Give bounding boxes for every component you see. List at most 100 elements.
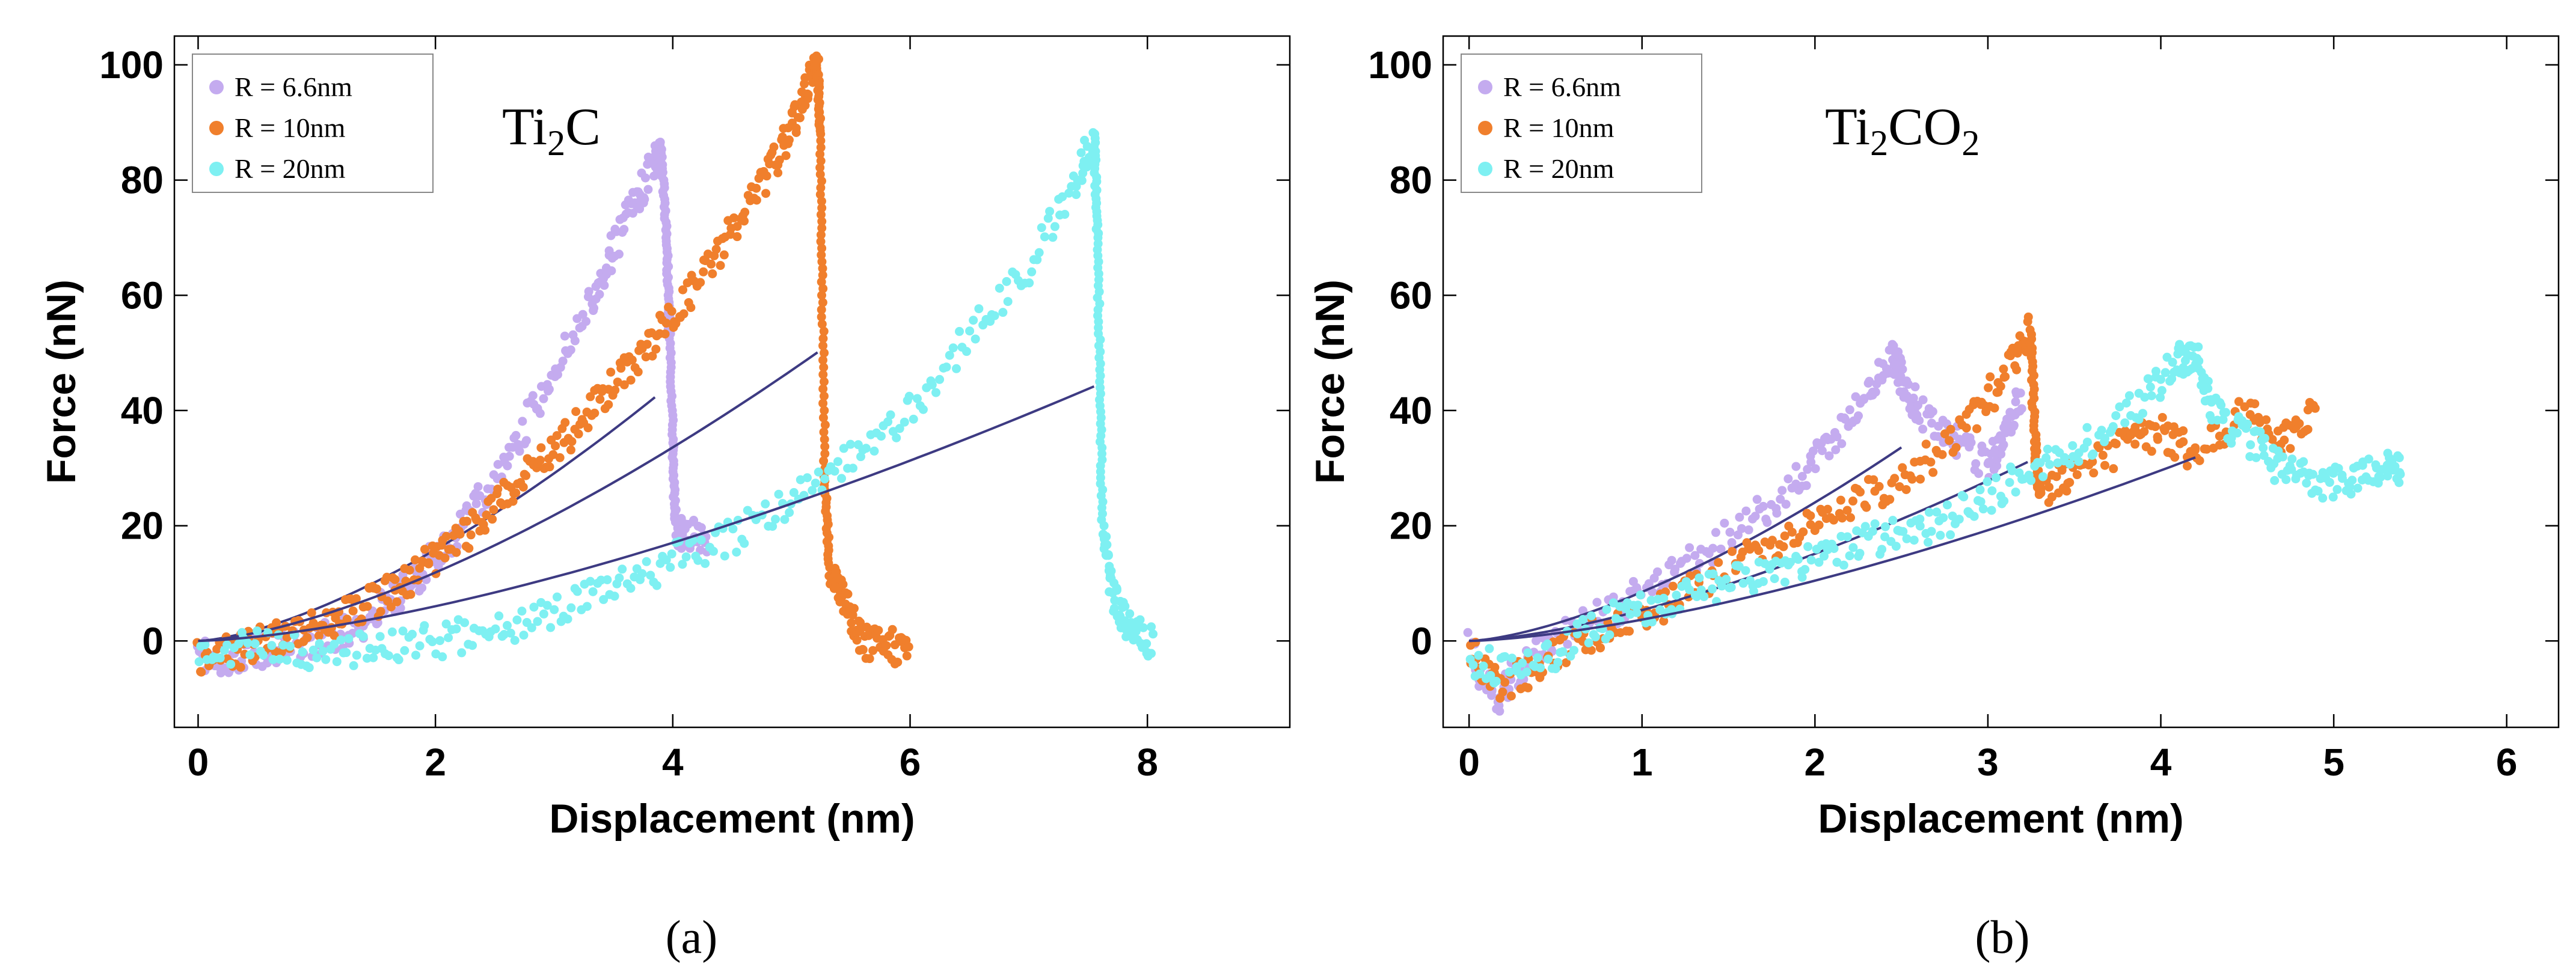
data-point [719,250,729,260]
data-point [511,488,521,498]
data-point [566,603,576,613]
data-point [1468,660,1478,670]
data-point [1586,611,1596,620]
data-point [226,659,236,669]
data-point [1848,543,1858,552]
data-point [971,334,980,344]
data-point [2170,453,2180,462]
data-point [1987,506,1996,515]
data-point [790,102,799,111]
data-point [652,581,661,590]
data-point [816,156,826,166]
data-point [318,646,328,656]
data-point [603,575,612,584]
data-point [307,608,316,617]
data-point [558,356,568,366]
data-point [571,407,581,417]
data-point [405,565,414,575]
data-point [785,508,794,518]
data-point [678,560,687,569]
data-point [1845,405,1854,415]
data-point [518,417,527,426]
data-point [1045,207,1055,216]
data-point [1785,557,1795,567]
data-point [406,590,416,599]
data-point [1945,436,1954,445]
data-point [711,245,721,254]
data-point [1717,581,1726,591]
data-point [2007,466,2017,475]
data-point [398,626,408,636]
data-point [488,515,497,524]
data-point [1772,509,1782,518]
data-point [545,462,554,472]
data-point [582,602,592,611]
data-point [819,377,829,387]
data-point [818,271,827,280]
data-point [752,183,761,193]
data-point [640,194,649,204]
data-point [1976,497,1986,507]
data-point [888,625,897,634]
data-point [990,311,999,320]
data-point [2313,486,2323,496]
data-point [789,488,799,497]
data-point [1783,474,1793,484]
data-point [1518,658,1527,668]
data-point [740,539,749,548]
data-point [2156,393,2165,402]
data-point [1103,550,1113,560]
data-point [376,607,385,616]
data-point [2287,454,2297,464]
fit-curve [1468,446,1903,643]
data-point [1738,578,1748,588]
data-point [504,451,514,461]
data-point [817,277,826,287]
data-point [1928,407,1937,417]
data-point [521,436,531,445]
data-point [1758,501,1768,511]
data-point [468,641,477,650]
data-point [539,609,548,619]
data-point [552,431,562,441]
data-point [2088,449,2098,459]
data-point [893,658,903,667]
data-point [1918,395,1928,405]
data-point [1870,519,1880,528]
data-point [2057,465,2067,475]
data-point [1027,267,1037,277]
data-point [642,340,652,349]
data-point [1633,601,1643,610]
data-point [610,385,620,395]
data-point [1918,424,1928,434]
data-point [998,308,1008,317]
annotation-sub: 2 [1870,123,1888,163]
data-point [1744,525,1753,535]
data-point [1770,574,1779,584]
data-point [2082,423,2092,432]
data-point [2052,472,2061,481]
legend-marker [209,80,224,94]
data-point [424,559,434,569]
data-point [1102,540,1112,549]
y-tick-label: 80 [1390,159,1432,202]
data-point [1927,527,1936,536]
data-point [818,370,828,379]
data-point [1928,468,1938,477]
data-point [2016,388,2025,398]
data-point [452,624,461,634]
annotation-base: Ti [502,98,547,156]
data-point [858,645,868,655]
data-point [800,100,810,110]
data-point [1909,536,1919,545]
data-point [2262,415,2271,424]
data-point [1590,632,1600,642]
data-point [441,619,451,629]
data-point [1791,462,1801,471]
legend-entry: R = 6.6nm [1503,72,1621,102]
data-point [332,657,342,667]
data-point [1780,531,1789,541]
data-point [761,189,771,198]
data-point [2140,393,2150,402]
data-point [768,522,777,531]
